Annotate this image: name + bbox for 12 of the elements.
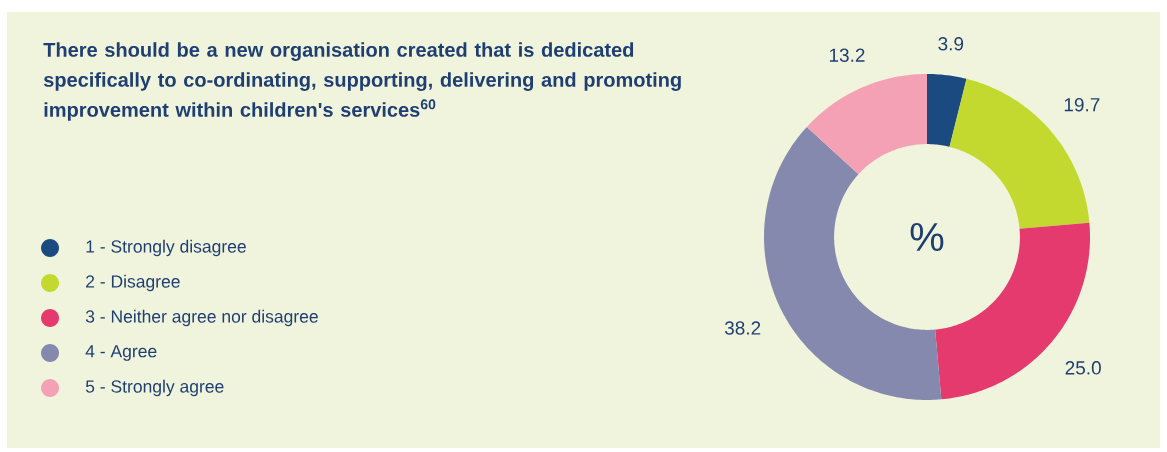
legend-label: 1 - Strongly disagree <box>86 239 246 257</box>
legend-label: 3 - Neither agree nor disagree <box>85 309 318 327</box>
legend-label: 4 - Agree <box>85 345 157 361</box>
text: There should be a new organisation created that is dedicated specifically to co-ordinating, supporting, delivering and promoting improvement within children's services$^{60}$ <box>43 42 681 121</box>
data-label: 13.2 <box>829 48 865 62</box>
data-label: 38.2 <box>724 321 761 335</box>
legend-label: 5 - Strongly agree <box>85 379 224 397</box>
data-label: 25.0 <box>1065 361 1101 375</box>
data-label: 3.9 <box>938 37 964 51</box>
text: % <box>910 223 944 251</box>
data-label: 19.7 <box>1064 98 1100 112</box>
legend-label: 2 - Disagree <box>86 274 180 292</box>
